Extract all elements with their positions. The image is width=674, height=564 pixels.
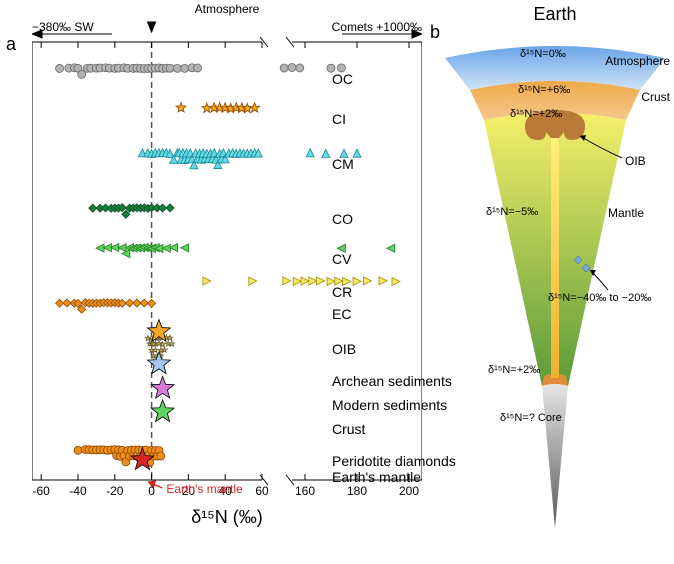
series-label-CO: CO (332, 211, 353, 227)
x-tick-label: 0 (148, 484, 155, 498)
series-label-CM: CM (332, 156, 354, 172)
series-label-OIB: OIB (332, 341, 356, 357)
series-label-OC: OC (332, 71, 353, 87)
delta-core: δ¹⁵N=? Core (500, 412, 562, 424)
layer-mantle-name: Mantle (608, 206, 644, 220)
x-tick-label: -60 (33, 484, 50, 498)
delta-atmosphere: δ¹⁵N=0‰ (520, 48, 566, 60)
scatter-chart: Atmosphere −380‰ SW Comets +1000‰ -60-40… (32, 20, 422, 540)
series-label-EC: EC (332, 306, 351, 322)
series-label-ArcheanSed: Archean sediments (332, 373, 452, 389)
x-tick-label: 180 (347, 484, 367, 498)
delta-oib: δ¹⁵N=+2‰ (510, 108, 562, 120)
series-label-CR: CR (332, 284, 352, 300)
layer-oib-name: OIB (625, 154, 646, 168)
x-tick-label: 200 (399, 484, 419, 498)
layer-atmosphere-name: Atmosphere (605, 54, 670, 68)
series-label-Crust: Crust (332, 421, 365, 437)
delta-lower: δ¹⁵N=+2‰ (488, 364, 540, 376)
earth-mantle-callout: Earth's mantle (166, 482, 242, 496)
x-axis-title: δ¹⁵N (‰) (32, 507, 422, 528)
layer-crust-name: Crust (641, 90, 670, 104)
earth-wedge-diagram: Earth (440, 8, 670, 548)
x-tick-label: -20 (106, 484, 123, 498)
x-tick-label: 160 (295, 484, 315, 498)
x-tick-label: -40 (69, 484, 86, 498)
panel-b-label: b (430, 22, 440, 43)
delta-crust: δ¹⁵N=+6‰ (518, 84, 570, 96)
series-label-CI: CI (332, 111, 346, 127)
delta-diamonds: δ¹⁵N=−40‰ to −20‰ (548, 292, 651, 304)
x-tick-label: 60 (255, 484, 268, 498)
series-label-PeridotiteDiamonds: Peridotite diamonds (332, 453, 456, 469)
series-label-EarthMantle: Earth's mantle (332, 469, 421, 485)
series-label-ModernSed: Modern sediments (332, 397, 447, 413)
panel-a-label: a (6, 34, 16, 55)
series-label-CV: CV (332, 251, 351, 267)
top-label-atmosphere: Atmosphere (195, 2, 260, 16)
delta-mantle: δ¹⁵N=−5‰ (486, 206, 538, 218)
